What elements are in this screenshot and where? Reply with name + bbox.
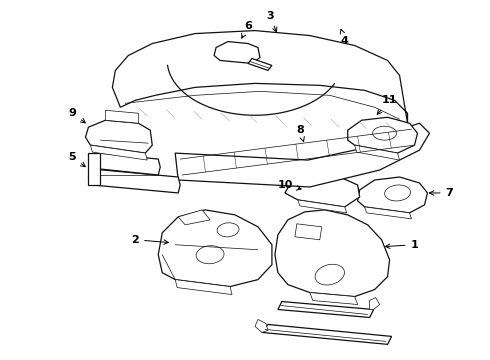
Polygon shape bbox=[298, 200, 347, 213]
Polygon shape bbox=[112, 31, 408, 123]
Ellipse shape bbox=[315, 264, 344, 285]
Polygon shape bbox=[178, 210, 210, 225]
Polygon shape bbox=[105, 110, 138, 123]
Ellipse shape bbox=[385, 185, 411, 201]
Text: 3: 3 bbox=[266, 11, 277, 32]
Ellipse shape bbox=[196, 246, 224, 264]
Polygon shape bbox=[97, 153, 160, 175]
Text: 1: 1 bbox=[386, 240, 418, 250]
Polygon shape bbox=[89, 169, 180, 193]
Polygon shape bbox=[85, 120, 152, 153]
Polygon shape bbox=[355, 145, 399, 160]
Text: 8: 8 bbox=[296, 125, 304, 141]
Polygon shape bbox=[158, 210, 272, 287]
Polygon shape bbox=[214, 41, 260, 63]
Ellipse shape bbox=[372, 126, 396, 140]
Polygon shape bbox=[369, 298, 380, 310]
Polygon shape bbox=[348, 117, 417, 153]
Polygon shape bbox=[285, 175, 360, 207]
Ellipse shape bbox=[217, 223, 239, 237]
Polygon shape bbox=[358, 177, 427, 213]
Polygon shape bbox=[89, 153, 100, 185]
Polygon shape bbox=[310, 293, 358, 305]
Polygon shape bbox=[175, 280, 232, 294]
Text: 7: 7 bbox=[429, 188, 453, 198]
Text: 9: 9 bbox=[69, 108, 85, 123]
Text: 2: 2 bbox=[131, 235, 169, 245]
Text: 5: 5 bbox=[69, 152, 85, 167]
Text: 6: 6 bbox=[242, 21, 252, 38]
Text: 11: 11 bbox=[377, 95, 397, 114]
Polygon shape bbox=[295, 224, 322, 240]
Polygon shape bbox=[278, 302, 374, 318]
Polygon shape bbox=[255, 319, 268, 332]
Polygon shape bbox=[91, 145, 147, 160]
Polygon shape bbox=[175, 123, 429, 187]
Text: 10: 10 bbox=[277, 180, 301, 190]
Polygon shape bbox=[262, 324, 392, 345]
Polygon shape bbox=[275, 210, 390, 297]
Polygon shape bbox=[365, 207, 412, 219]
Polygon shape bbox=[248, 58, 272, 71]
Text: 4: 4 bbox=[340, 29, 349, 46]
